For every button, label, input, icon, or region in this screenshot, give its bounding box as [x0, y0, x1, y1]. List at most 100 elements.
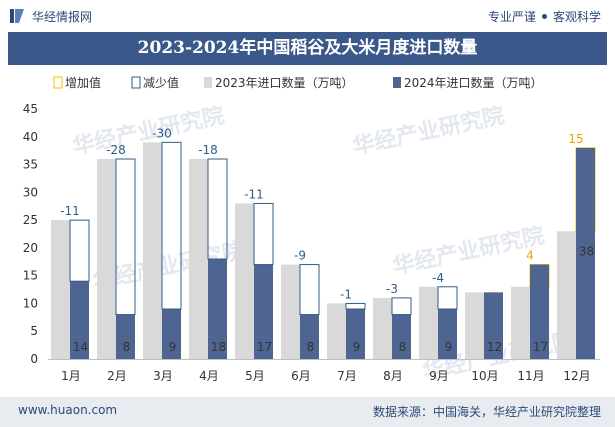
x-tick-label: 6月	[291, 369, 311, 383]
change-label: -11	[244, 187, 264, 201]
legend-label: 2023年进口数量（万吨）	[215, 75, 354, 90]
bar-2024-label: 9	[445, 340, 453, 354]
tagline: 专业严谨 客观科学	[488, 8, 601, 25]
bar-chart: 华经产业研究院华经产业研究院华经产业研究院华经产业研究院华经产业研究院05101…	[23, 75, 600, 385]
bar-2024	[208, 259, 227, 359]
x-tick-label: 11月	[517, 369, 544, 383]
tagline-right: 客观科学	[552, 10, 601, 24]
x-tick-label: 7月	[337, 369, 357, 383]
change-label: -18	[198, 143, 218, 157]
decrease-box	[345, 302, 366, 310]
y-tick-label: 45	[23, 102, 38, 116]
bar-2024	[392, 314, 411, 359]
footer-source: 数据来源：中国海关，华经产业研究院整理	[372, 405, 601, 419]
y-tick-label: 5	[30, 324, 38, 338]
bar-2024	[300, 314, 319, 359]
footer-site: www.huaon.com	[18, 403, 118, 417]
bar-2024-label: 38	[579, 244, 594, 258]
bar-2024-label: 8	[123, 340, 131, 354]
bar-2023	[327, 303, 346, 359]
legend-swatch	[393, 77, 401, 88]
brand-logo-icon	[10, 9, 24, 23]
bar-2024-label: 9	[169, 340, 177, 354]
bar-2024-label: 17	[533, 340, 548, 354]
bar-2023	[189, 159, 208, 359]
bar-2023	[97, 159, 116, 359]
y-tick-label: 20	[23, 241, 38, 255]
decrease-box	[115, 158, 136, 316]
y-tick-label: 0	[30, 352, 38, 366]
legend-swatch	[53, 76, 63, 89]
change-label: -3	[386, 282, 398, 296]
x-tick-label: 3月	[153, 369, 173, 383]
bar-2024-label: 18	[211, 340, 226, 354]
brand-name: 华经情报网	[32, 10, 93, 24]
bar-2023	[465, 292, 484, 359]
bar-2024-label: 12	[487, 340, 502, 354]
change-label: 15	[568, 132, 583, 146]
x-tick-label: 2月	[107, 369, 127, 383]
y-tick-label: 35	[23, 158, 38, 172]
change-label: -30	[152, 126, 172, 140]
bar-2024	[116, 314, 135, 359]
x-tick-label: 8月	[383, 369, 403, 383]
decrease-box	[69, 219, 90, 282]
bar-2023	[373, 297, 392, 359]
decrease-box	[391, 297, 412, 316]
x-tick-label: 9月	[429, 369, 449, 383]
legend-label: 增加值	[65, 75, 101, 90]
x-tick-label: 4月	[199, 369, 219, 383]
y-tick-label: 10	[23, 296, 38, 310]
x-tick-label: 1月	[61, 369, 81, 383]
tagline-left: 专业严谨	[487, 10, 536, 24]
legend-label: 减少值	[143, 75, 179, 90]
bar-2023	[511, 286, 530, 359]
change-label: -9	[294, 249, 306, 263]
bar-2024	[530, 264, 549, 359]
tagline-dot-icon	[541, 14, 547, 19]
top-bar: 华经情报网 专业严谨 客观科学	[0, 0, 615, 30]
watermark: 华经产业研究院	[351, 102, 507, 159]
y-tick-label: 25	[23, 213, 38, 227]
decrease-box	[437, 286, 458, 310]
change-label: -11	[60, 204, 80, 218]
legend-swatch	[131, 76, 141, 89]
legend-label: 2024年进口数量（万吨）	[404, 75, 543, 90]
title-bar: 2023-2024年中国稻谷及大米月度进口数量	[8, 32, 607, 65]
change-label: 4	[526, 249, 534, 263]
bar-2024	[438, 309, 457, 359]
bar-2024-label: 8	[307, 340, 315, 354]
legend-swatch	[204, 77, 212, 88]
chart-title: 2023-2024年中国稻谷及大米月度进口数量	[137, 38, 478, 58]
decrease-box	[207, 158, 228, 260]
y-tick-label: 30	[23, 185, 38, 199]
y-tick-label: 40	[23, 130, 38, 144]
bar-2023	[557, 231, 576, 359]
bar-2024-label: 8	[399, 340, 407, 354]
decrease-box	[299, 264, 320, 316]
decrease-box	[253, 202, 274, 266]
bar-2024	[70, 281, 89, 359]
bar-2024	[254, 264, 273, 359]
x-tick-label: 5月	[245, 369, 265, 383]
y-tick-label: 15	[23, 269, 38, 283]
change-label: -28	[106, 143, 126, 157]
bar-2024	[576, 147, 595, 359]
bar-2023	[143, 142, 162, 359]
bar-2023	[419, 286, 438, 359]
change-label: -1	[340, 287, 352, 301]
bar-2024-label: 14	[73, 340, 88, 354]
bar-2024-label: 17	[257, 340, 272, 354]
bar-2023	[235, 203, 254, 359]
bar-2023	[281, 264, 300, 359]
change-label: -4	[432, 271, 444, 285]
footer: www.huaon.com 数据来源：中国海关，华经产业研究院整理	[0, 397, 615, 427]
x-tick-label: 10月	[471, 369, 498, 383]
decrease-box	[161, 141, 182, 310]
x-tick-label: 12月	[563, 369, 590, 383]
bar-2024	[162, 309, 181, 359]
watermark: 华经产业研究院	[391, 222, 547, 279]
bar-2024-label: 9	[353, 340, 361, 354]
bar-2024	[346, 309, 365, 359]
bar-2023	[51, 220, 70, 359]
